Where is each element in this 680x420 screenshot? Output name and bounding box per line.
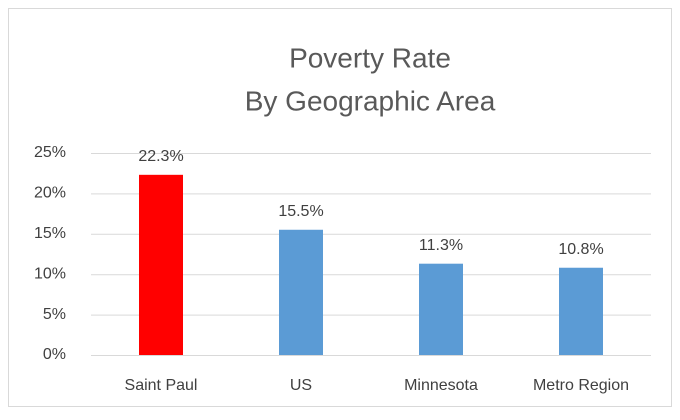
x-tick-label: Metro Region — [533, 377, 629, 394]
y-tick-label: 20% — [34, 185, 66, 202]
data-label: 11.3% — [419, 237, 463, 254]
y-tick-label: 0% — [43, 346, 66, 363]
chart-title: Poverty Rate — [289, 42, 451, 73]
bar — [279, 229, 323, 355]
y-tick-label: 5% — [43, 306, 66, 323]
x-tick-label: Minnesota — [404, 377, 478, 394]
y-tick-label: 10% — [34, 265, 66, 282]
data-label: 15.5% — [278, 203, 323, 220]
y-tick-label: 25% — [34, 144, 66, 161]
x-tick-label: Saint Paul — [125, 377, 198, 394]
chart-subtitle: By Geographic Area — [245, 85, 496, 116]
x-tick-label: US — [290, 377, 312, 394]
bar — [559, 267, 603, 355]
data-label: 10.8% — [558, 241, 603, 258]
bar — [139, 174, 183, 355]
y-tick-label: 15% — [34, 225, 66, 242]
bar — [419, 263, 463, 355]
data-label: 22.3% — [138, 148, 183, 165]
